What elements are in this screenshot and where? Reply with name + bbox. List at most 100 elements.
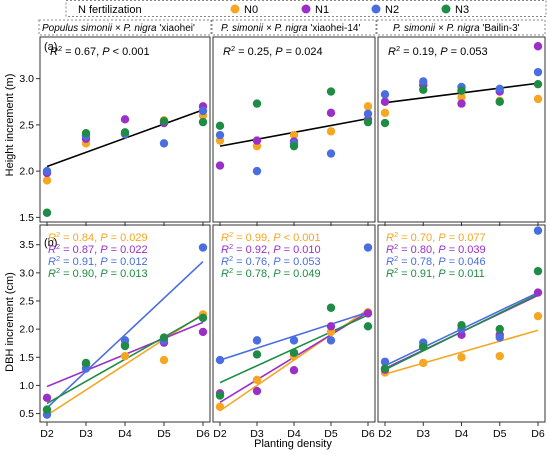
point-a-3-n2-d5 bbox=[495, 84, 504, 94]
point-a-2-n3-d4 bbox=[289, 141, 299, 151]
annotation-b-1-n3: R2 = 0.90, P = 0.013 bbox=[48, 266, 148, 281]
xtick-label-b-3-4: D6 bbox=[531, 428, 545, 440]
panel-titles: Populus simonii × P. nigra 'xiaohei' P. … bbox=[38, 19, 546, 36]
point-a-2-n1-d5 bbox=[326, 108, 336, 118]
point-a-2-n3-d3 bbox=[252, 99, 262, 108]
point-a-2-n2-d2 bbox=[215, 130, 225, 140]
point-b-2-n3-d2 bbox=[215, 391, 225, 400]
ytick-label-b-4: 2.5 bbox=[19, 295, 34, 307]
ytick-label-b-6: 3.5 bbox=[19, 239, 34, 251]
annotation-b-3-n1: R2 = 0.80, P = 0.039 bbox=[386, 242, 486, 257]
legend: N fertilization N0 N1 N2 N3 bbox=[65, 0, 547, 17]
panel-title-2: P. simonii × P. nigra 'xiaohei-14' bbox=[221, 23, 360, 34]
point-a-3-n0-d4 bbox=[457, 92, 466, 102]
point-b-3-n3-d5 bbox=[495, 324, 504, 334]
annotation-a-3: R2 = 0.19, P = 0.053 bbox=[388, 44, 488, 59]
point-b-3-n1-d6 bbox=[533, 288, 543, 297]
ytick-label-a-2: 2.5 bbox=[19, 119, 34, 131]
legend-frame bbox=[65, 0, 547, 17]
point-b-2-n3-d6 bbox=[363, 322, 373, 331]
point-b-1-n2-d6 bbox=[198, 243, 208, 252]
ytick-label-b-3: 2.0 bbox=[19, 324, 34, 336]
point-a-2-n0-d6 bbox=[363, 102, 373, 111]
annotation-b-2-n2: R2 = 0.76, P = 0.053 bbox=[221, 254, 321, 269]
legend-swatch-n2 bbox=[371, 4, 381, 14]
fit-line-b-2-n2 bbox=[219, 311, 369, 361]
point-b-1-n3-d4 bbox=[120, 341, 130, 351]
point-a-1-n2-d2 bbox=[42, 166, 52, 176]
legend-label-n2: N2 bbox=[385, 4, 399, 16]
xtick-label-b-1-1: D3 bbox=[79, 428, 93, 440]
point-a-1-n1-d4 bbox=[120, 115, 130, 124]
xtick-label-b-2-3: D5 bbox=[324, 428, 338, 440]
ytick-label-b-1: 1.0 bbox=[19, 380, 34, 392]
point-a-2-n0-d5 bbox=[326, 127, 336, 136]
annotation-b-2-n3: R2 = 0.78, P = 0.049 bbox=[221, 266, 321, 281]
point-a-3-n0-d6 bbox=[533, 94, 543, 104]
row-label-a: (a) bbox=[44, 41, 57, 53]
panel-a-1: 1.5 2.0 2.5 3.0 R2 = 0.67, P < 0.001 bbox=[19, 36, 211, 226]
legend-item-n2: N2 bbox=[371, 4, 399, 16]
legend-swatch-n0 bbox=[230, 4, 240, 14]
point-b-2-n1-d6 bbox=[363, 309, 373, 318]
legend-label-n3: N3 bbox=[455, 4, 469, 16]
point-b-2-n3-d5 bbox=[326, 303, 336, 312]
panel-title-2-plain: 'xiaohei-14' bbox=[308, 23, 361, 34]
legend-swatch-n1 bbox=[301, 4, 311, 14]
point-a-3-n3-d5 bbox=[495, 97, 504, 106]
annotation-b-1-n2: R2 = 0.91, P = 0.012 bbox=[48, 254, 148, 269]
point-b-3-n2-d5 bbox=[495, 333, 504, 342]
xtick-label-b-2-2: D4 bbox=[287, 428, 301, 440]
row-label-b: (b) bbox=[44, 237, 57, 249]
point-a-2-n2-d3 bbox=[252, 166, 262, 176]
ytick-label-b-2: 1.5 bbox=[19, 352, 34, 364]
ylabel-bottom: DBH increment (cm) bbox=[4, 272, 16, 372]
point-a-1-n2-d5 bbox=[159, 139, 169, 148]
point-a-3-n2-d6 bbox=[533, 67, 543, 77]
annotation-b-3-n3: R2 = 0.91, P = 0.011 bbox=[386, 266, 485, 281]
legend-item-n3: N3 bbox=[441, 4, 469, 16]
point-a-2-n3-d5 bbox=[326, 87, 336, 96]
fit-line-b-3-n0 bbox=[384, 329, 539, 375]
point-b-3-n3-d6 bbox=[533, 266, 543, 276]
panel-a-2: R2 = 0.25, P = 0.024 bbox=[212, 36, 376, 226]
point-b-1-n3-d5 bbox=[159, 333, 169, 342]
point-b-2-n3-d3 bbox=[252, 350, 262, 359]
ytick-label-b-0: 0.5 bbox=[19, 408, 34, 420]
legend-label-n0: N0 bbox=[244, 4, 258, 16]
point-a-2-n1-d3 bbox=[252, 136, 262, 145]
point-a-3-n3-d4 bbox=[457, 86, 466, 95]
panel-title-3: P. simonii × P. nigra 'Bailin-3' bbox=[393, 23, 520, 34]
xtick-label-b-1-4: D6 bbox=[196, 428, 210, 440]
panel-title-1-italic: Populus simonii × P. nigra bbox=[42, 23, 157, 34]
xtick-label-b-1-2: D4 bbox=[118, 428, 132, 440]
xtick-label-b-2-4: D6 bbox=[361, 428, 375, 440]
legend-swatch-n3 bbox=[441, 4, 451, 14]
panel-frame-a-3 bbox=[377, 36, 546, 223]
point-a-3-n2-d3 bbox=[419, 77, 428, 86]
point-a-2-n3-d6 bbox=[363, 117, 373, 127]
point-b-3-n0-d6 bbox=[533, 311, 543, 321]
panel-title-3-italic: P. simonii × P. nigra bbox=[393, 23, 480, 34]
annotation-a-1: R2 = 0.67, P < 0.001 bbox=[50, 44, 150, 59]
plot-area: 1.5 2.0 2.5 3.0 R2 = 0.67, P < 0.001 R2 = 0.2… bbox=[19, 36, 546, 440]
point-a-2-n1-d2 bbox=[215, 161, 225, 170]
legend-item-n0: N0 bbox=[230, 4, 258, 16]
point-b-3-n3-d3 bbox=[419, 342, 428, 352]
xtick-label-b-3-2: D4 bbox=[455, 428, 469, 440]
point-b-3-n3-d4 bbox=[457, 320, 466, 330]
annotation-b-3-n0: R2 = 0.70, P = 0.077 bbox=[386, 230, 486, 245]
panel-title-1-plain: 'xiaohei' bbox=[157, 23, 195, 34]
annotation-b-3-n2: R2 = 0.78, P = 0.046 bbox=[386, 254, 486, 269]
xtick-label-b-3-1: D3 bbox=[417, 428, 431, 440]
point-b-2-n2-d5 bbox=[326, 336, 336, 345]
point-b-2-n1-d4 bbox=[289, 366, 299, 375]
point-a-3-n1-d2 bbox=[380, 97, 390, 106]
panel-a-3: R2 = 0.19, P = 0.053 bbox=[377, 36, 546, 226]
point-b-1-n0-d4 bbox=[120, 351, 130, 361]
panel-b-1: 0.5 1.0 1.5 2.0 2.5 3.0 3.5 D2 D3 D4 D5 D6 R2 = 0.84… bbox=[19, 224, 211, 440]
point-b-2-n1-d3 bbox=[252, 386, 262, 396]
point-b-1-n3-d6 bbox=[198, 313, 208, 323]
